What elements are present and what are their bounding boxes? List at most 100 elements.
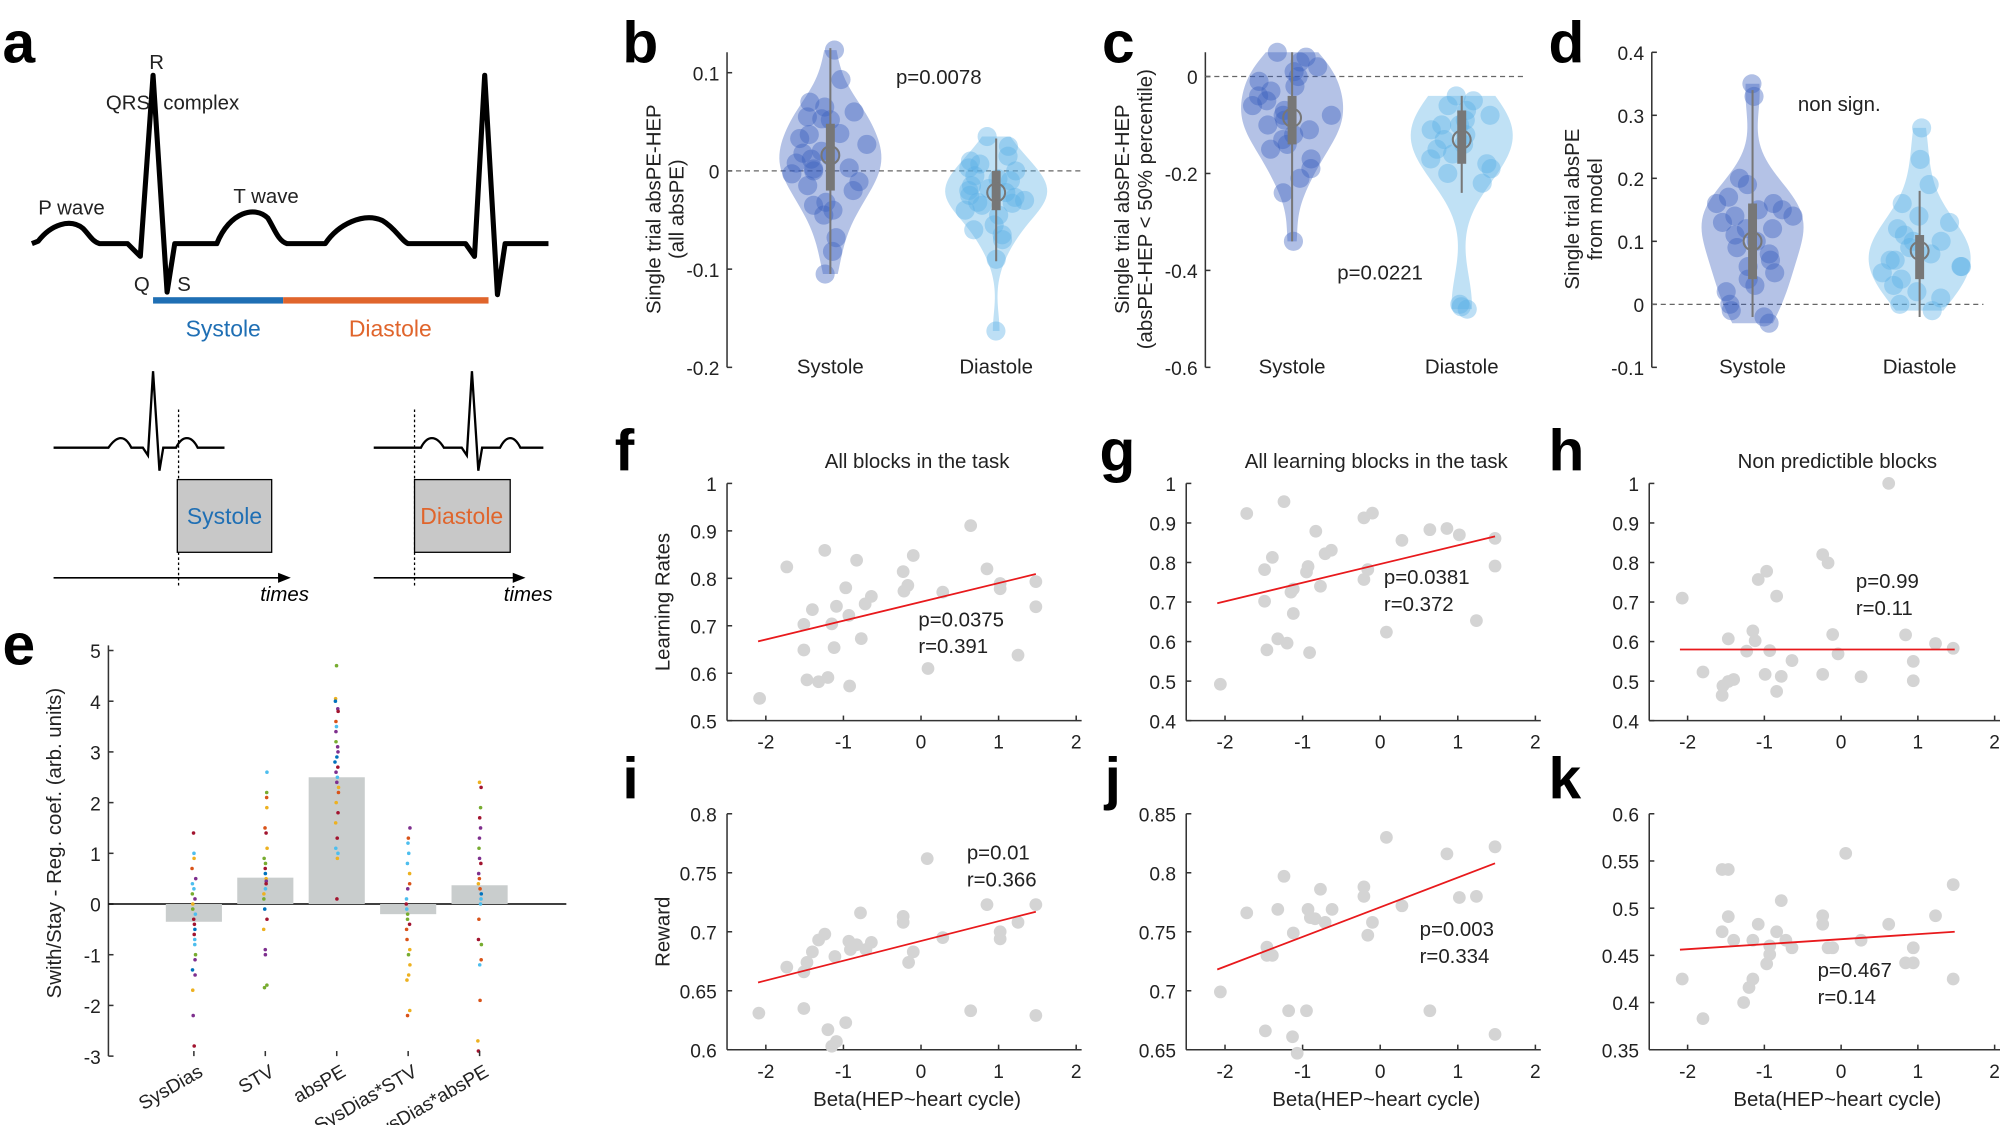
y-tick-label: -0.2 — [686, 359, 719, 380]
subject-point — [404, 907, 409, 911]
y-tick-label: 0.55 — [1602, 853, 1639, 874]
subject-point — [478, 887, 482, 891]
subject-point — [334, 770, 338, 774]
data-point — [1891, 269, 1911, 289]
subject-point — [192, 851, 196, 856]
data-point — [1919, 175, 1939, 195]
data-point — [1892, 193, 1912, 214]
scatter-point — [1715, 925, 1729, 939]
scatter-point — [1357, 880, 1371, 894]
data-point — [814, 205, 834, 225]
data-point — [1931, 288, 1951, 308]
data-point — [1890, 294, 1910, 314]
y-tick-label: 5 — [90, 642, 101, 663]
x-tick-label: -1 — [1756, 1062, 1773, 1083]
scatter-point — [1029, 600, 1043, 614]
data-point — [1716, 282, 1736, 302]
scatter-point — [1740, 644, 1754, 658]
scatter-point — [1746, 624, 1760, 638]
data-point — [1480, 105, 1500, 125]
data-point — [1267, 42, 1287, 62]
chart-title: Non predictible blocks — [1738, 451, 1937, 473]
y-tick-label: 4 — [90, 693, 101, 714]
charts: 0.1 0 -0.1 -0.2 Systole Diastole p=0.0078 Singl… — [44, 40, 2000, 1125]
x-axis-label: Beta(HEP~heart cycle) — [813, 1089, 1021, 1111]
median-marker — [986, 182, 1007, 203]
subject-point — [405, 1013, 410, 1018]
scatter-point — [1318, 915, 1332, 929]
scatter-point — [993, 582, 1007, 596]
subject-point — [479, 861, 483, 866]
scatter-point — [1395, 533, 1409, 547]
regression-line — [1217, 535, 1496, 605]
y-tick-label: 0.45 — [1602, 947, 1639, 968]
subject-point — [190, 988, 195, 992]
subject-point — [477, 846, 481, 851]
data-point — [1907, 282, 1927, 302]
data-point — [1258, 115, 1278, 135]
x-tick-label: 0 — [1375, 1062, 1386, 1083]
y-tick-label: 0.6 — [1612, 633, 1639, 654]
subject-point — [263, 871, 268, 876]
times-label-right: times — [504, 584, 553, 606]
scatter-point — [1314, 579, 1327, 593]
median-marker — [1742, 231, 1763, 252]
scatter-point — [964, 1004, 978, 1018]
scatter-point — [780, 960, 794, 974]
x-tick-label: 2 — [1071, 1062, 1082, 1083]
x-tick-label: 0 — [1836, 1062, 1847, 1083]
data-point — [1321, 105, 1341, 125]
subject-point — [192, 932, 197, 937]
data-point — [782, 164, 802, 184]
subject-point — [476, 871, 481, 876]
scatter-point — [906, 549, 920, 562]
median-marker — [1282, 107, 1303, 128]
small-ecg-left — [53, 371, 225, 471]
scatter-point — [993, 932, 1007, 946]
r-value-annotation: r=0.11 — [1856, 598, 1913, 620]
category-label: STV — [235, 1061, 278, 1098]
scatter-point — [797, 643, 811, 657]
scatter-point — [1906, 941, 1920, 955]
scatter-point — [1029, 898, 1043, 912]
panel-label-j: j — [1104, 746, 1121, 811]
subject-point — [335, 775, 340, 780]
t-wave-label: T wave — [233, 186, 298, 208]
data-point — [1885, 250, 1905, 270]
x-tick-label: -1 — [835, 1062, 852, 1083]
violin-diastole — [1410, 95, 1513, 310]
subject-point — [264, 876, 268, 881]
data-point — [1427, 139, 1447, 159]
subject-point — [336, 810, 340, 815]
data-point — [1744, 86, 1764, 106]
data-point — [1737, 175, 1758, 195]
y-tick-label: 0.3 — [1618, 107, 1645, 128]
diastole-label: Diastole — [349, 316, 432, 342]
subject-point — [406, 841, 410, 845]
y-tick-label: -1 — [84, 946, 101, 967]
scatter-point — [1770, 925, 1784, 939]
scatter-point — [825, 1039, 839, 1053]
data-point — [1725, 206, 1745, 226]
panel-label-a: a — [3, 10, 36, 75]
subject-point — [333, 699, 338, 703]
data-point — [1759, 244, 1779, 264]
subject-point — [193, 912, 198, 916]
bar-sysdias-abspe — [451, 885, 508, 905]
subject-point — [335, 755, 339, 759]
scatter-point — [800, 956, 814, 969]
subject-point — [190, 968, 195, 972]
y-axis-label-line: Single trial absPE — [1562, 129, 1584, 290]
data-point — [1015, 190, 1035, 210]
scatter-point — [1300, 565, 1313, 579]
subject-point — [477, 780, 482, 785]
subject-point — [265, 770, 269, 774]
subject-point — [407, 881, 412, 886]
subject-point — [193, 897, 197, 901]
scatter-point — [1751, 917, 1765, 931]
scatter-point — [1746, 933, 1760, 947]
scatter-point — [906, 945, 920, 959]
scatter-point — [1213, 985, 1227, 999]
y-axis-label: Reward — [653, 897, 675, 967]
scatter-point — [964, 519, 978, 533]
